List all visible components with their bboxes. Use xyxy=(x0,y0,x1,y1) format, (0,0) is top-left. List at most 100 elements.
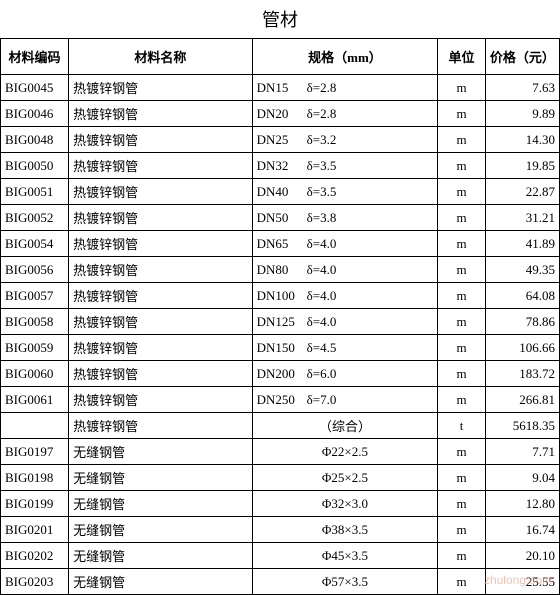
cell-price: 19.85 xyxy=(485,153,559,179)
table-row: BIG0060热镀锌钢管DN200δ=6.0m183.72 xyxy=(1,361,560,387)
table-row: BIG0197无缝钢管Φ22×2.5m7.71 xyxy=(1,439,560,465)
cell-code: BIG0056 xyxy=(1,257,69,283)
spec-left: DN50 xyxy=(257,210,307,226)
table-row: BIG0059热镀锌钢管DN150δ=4.5m106.66 xyxy=(1,335,560,361)
cell-name: 热镀锌钢管 xyxy=(69,361,253,387)
cell-code: BIG0060 xyxy=(1,361,69,387)
spec-left: DN200 xyxy=(257,366,307,382)
cell-name: 无缝钢管 xyxy=(69,543,253,569)
cell-spec: Φ22×2.5 xyxy=(252,439,438,465)
cell-name: 热镀锌钢管 xyxy=(69,309,253,335)
cell-spec: DN250δ=7.0 xyxy=(252,387,438,413)
cell-name: 无缝钢管 xyxy=(69,465,253,491)
cell-spec: DN40δ=3.5 xyxy=(252,179,438,205)
cell-spec: DN20δ=2.8 xyxy=(252,101,438,127)
cell-code: BIG0045 xyxy=(1,75,69,101)
cell-price: 266.81 xyxy=(485,387,559,413)
cell-code: BIG0201 xyxy=(1,517,69,543)
spec-left: DN125 xyxy=(257,314,307,330)
cell-name: 热镀锌钢管 xyxy=(69,153,253,179)
cell-code: BIG0048 xyxy=(1,127,69,153)
spec-left: DN20 xyxy=(257,106,307,122)
cell-price: 20.10 xyxy=(485,543,559,569)
materials-table: 材料编码 材料名称 规格（mm） 单位 价格（元） BIG0045热镀锌钢管DN… xyxy=(0,38,560,595)
spec-left: DN15 xyxy=(257,80,307,96)
spec-left: DN65 xyxy=(257,236,307,252)
cell-spec: Φ38×3.5 xyxy=(252,517,438,543)
cell-code: BIG0059 xyxy=(1,335,69,361)
cell-price: 106.66 xyxy=(485,335,559,361)
cell-spec: DN125δ=4.0 xyxy=(252,309,438,335)
spec-right: δ=4.0 xyxy=(307,288,434,304)
cell-price: 49.35 xyxy=(485,257,559,283)
table-row: BIG0203无缝钢管Φ57×3.5m25.55 xyxy=(1,569,560,595)
cell-unit: m xyxy=(438,309,485,335)
cell-price: 14.30 xyxy=(485,127,559,153)
cell-name: 热镀锌钢管 xyxy=(69,257,253,283)
table-row: BIG0052热镀锌钢管DN50δ=3.8m31.21 xyxy=(1,205,560,231)
cell-unit: m xyxy=(438,439,485,465)
cell-unit: t xyxy=(438,413,485,439)
cell-unit: m xyxy=(438,179,485,205)
cell-code: BIG0046 xyxy=(1,101,69,127)
cell-price: 7.63 xyxy=(485,75,559,101)
spec-right: δ=4.0 xyxy=(307,236,434,252)
table-row: BIG0045热镀锌钢管DN15δ=2.8m7.63 xyxy=(1,75,560,101)
table-row: BIG0050热镀锌钢管DN32δ=3.5m19.85 xyxy=(1,153,560,179)
cell-code: BIG0052 xyxy=(1,205,69,231)
table-row: BIG0058热镀锌钢管DN125δ=4.0m78.86 xyxy=(1,309,560,335)
table-row: BIG0046热镀锌钢管DN20δ=2.8m9.89 xyxy=(1,101,560,127)
cell-unit: m xyxy=(438,569,485,595)
table-header-row: 材料编码 材料名称 规格（mm） 单位 价格（元） xyxy=(1,39,560,75)
cell-name: 热镀锌钢管 xyxy=(69,101,253,127)
page-container: 管材 材料编码 材料名称 规格（mm） 单位 价格（元） BIG0045热镀锌钢… xyxy=(0,0,560,595)
cell-unit: m xyxy=(438,517,485,543)
cell-spec: DN100δ=4.0 xyxy=(252,283,438,309)
cell-code: BIG0203 xyxy=(1,569,69,595)
cell-price: 41.89 xyxy=(485,231,559,257)
spec-left: DN32 xyxy=(257,158,307,174)
cell-code: BIG0061 xyxy=(1,387,69,413)
spec-right: δ=2.8 xyxy=(307,106,434,122)
cell-spec: （综合） xyxy=(252,413,438,439)
cell-name: 热镀锌钢管 xyxy=(69,179,253,205)
cell-unit: m xyxy=(438,205,485,231)
cell-name: 热镀锌钢管 xyxy=(69,413,253,439)
header-name: 材料名称 xyxy=(69,39,253,75)
table-row: BIG0201无缝钢管Φ38×3.5m16.74 xyxy=(1,517,560,543)
table-row: BIG0198无缝钢管Φ25×2.5m9.04 xyxy=(1,465,560,491)
cell-name: 热镀锌钢管 xyxy=(69,127,253,153)
cell-unit: m xyxy=(438,231,485,257)
cell-unit: m xyxy=(438,361,485,387)
table-row: BIG0048热镀锌钢管DN25δ=3.2m14.30 xyxy=(1,127,560,153)
cell-name: 无缝钢管 xyxy=(69,439,253,465)
cell-unit: m xyxy=(438,257,485,283)
spec-right: δ=4.0 xyxy=(307,262,434,278)
cell-price: 22.87 xyxy=(485,179,559,205)
spec-right: δ=3.8 xyxy=(307,210,434,226)
cell-price: 31.21 xyxy=(485,205,559,231)
cell-unit: m xyxy=(438,543,485,569)
spec-right: δ=3.2 xyxy=(307,132,434,148)
table-row: BIG0051热镀锌钢管DN40δ=3.5m22.87 xyxy=(1,179,560,205)
spec-left: DN250 xyxy=(257,392,307,408)
cell-spec: DN150δ=4.5 xyxy=(252,335,438,361)
cell-name: 热镀锌钢管 xyxy=(69,283,253,309)
cell-unit: m xyxy=(438,335,485,361)
table-body: BIG0045热镀锌钢管DN15δ=2.8m7.63BIG0046热镀锌钢管DN… xyxy=(1,75,560,595)
cell-code: BIG0202 xyxy=(1,543,69,569)
cell-price: 25.55 xyxy=(485,569,559,595)
header-spec: 规格（mm） xyxy=(252,39,438,75)
header-unit: 单位 xyxy=(438,39,485,75)
table-row: BIG0056热镀锌钢管DN80δ=4.0m49.35 xyxy=(1,257,560,283)
cell-spec: Φ45×3.5 xyxy=(252,543,438,569)
cell-spec: DN50δ=3.8 xyxy=(252,205,438,231)
cell-code xyxy=(1,413,69,439)
cell-unit: m xyxy=(438,153,485,179)
cell-name: 无缝钢管 xyxy=(69,517,253,543)
cell-name: 热镀锌钢管 xyxy=(69,335,253,361)
spec-right: δ=4.5 xyxy=(307,340,434,356)
cell-unit: m xyxy=(438,101,485,127)
spec-left: DN25 xyxy=(257,132,307,148)
table-row: BIG0202无缝钢管Φ45×3.5m20.10 xyxy=(1,543,560,569)
